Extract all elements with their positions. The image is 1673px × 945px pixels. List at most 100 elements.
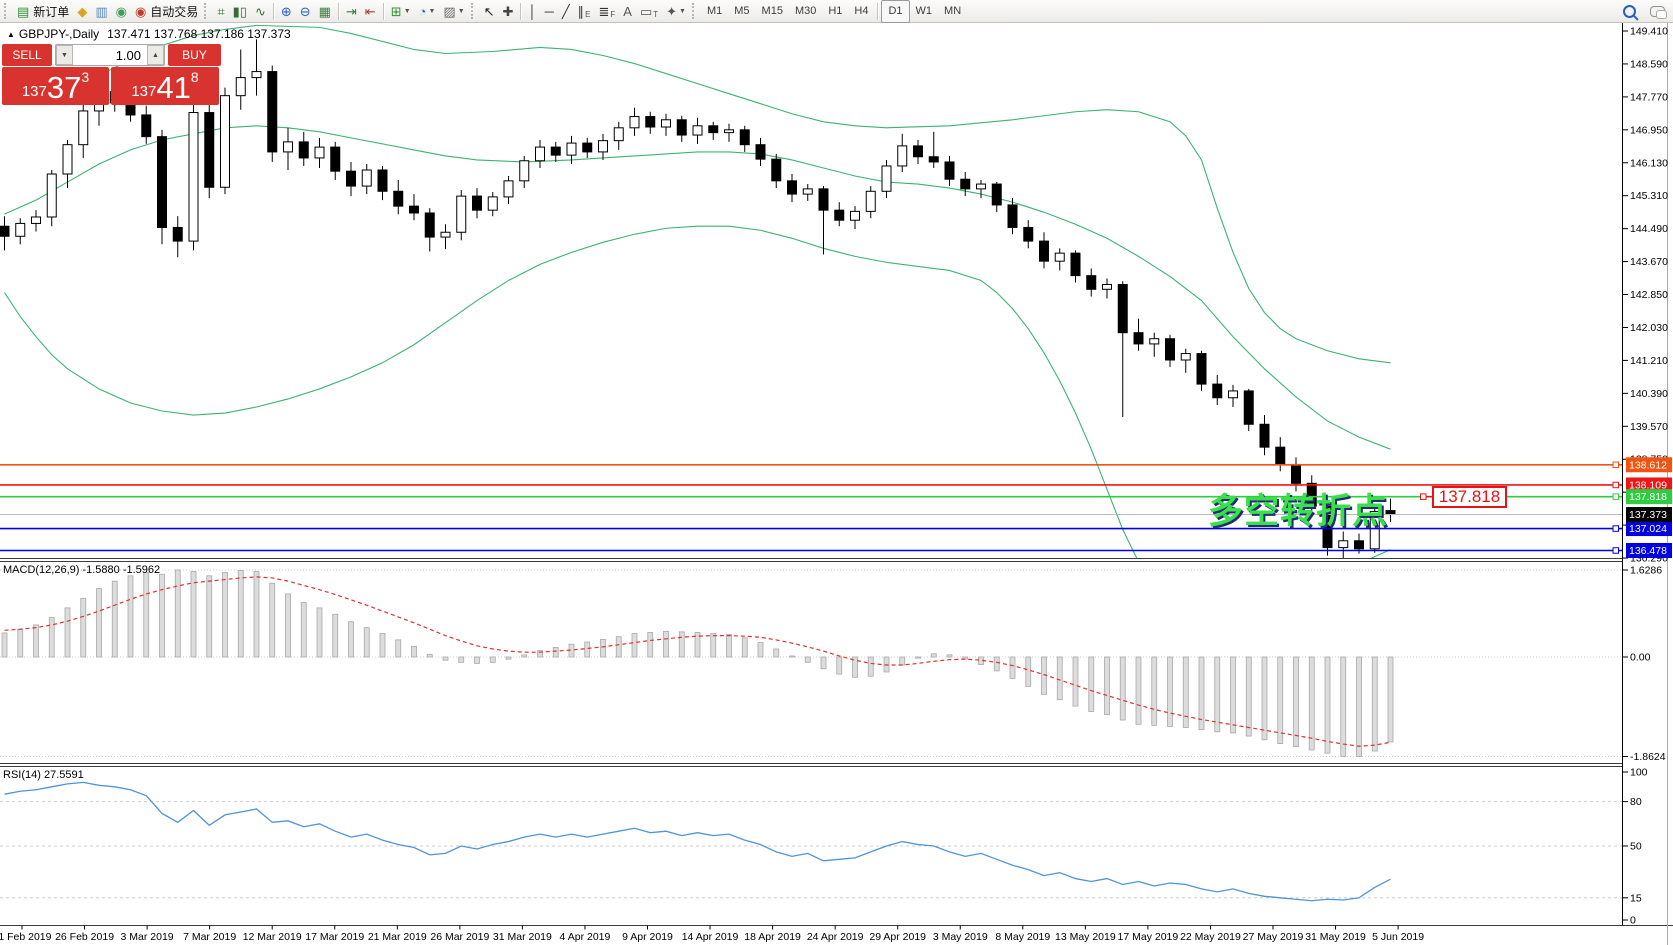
svg-text:27 May 2019: 27 May 2019 xyxy=(1243,931,1304,943)
macd-histogram-bar xyxy=(663,630,669,658)
timeframe-m5-button[interactable]: M5 xyxy=(734,5,750,17)
autotrading-button[interactable]: ◉ 自动交易 xyxy=(132,2,201,21)
macd-signal-line xyxy=(4,576,1391,747)
fibonacci-icon[interactable]: ≣ F xyxy=(595,2,618,21)
bar-chart-icon: ⌗ xyxy=(217,3,225,19)
candle xyxy=(991,183,1002,206)
trendline-icon[interactable]: ╱ xyxy=(559,2,573,21)
chart-canvas[interactable]: 149.410 148.590 147.770 146.950 146.130 145.3… xyxy=(0,23,1673,945)
macd-histogram-bar xyxy=(899,656,906,666)
timeframe-h1-button[interactable]: H1 xyxy=(828,5,843,17)
timeframe-w1-button[interactable]: W1 xyxy=(915,5,933,17)
macd-histogram-bar xyxy=(946,654,953,658)
buy-price-display[interactable]: 137 41 8 xyxy=(111,67,219,105)
price-callout-label[interactable]: 137.818 xyxy=(1432,486,1507,508)
candle xyxy=(283,141,293,153)
vertical-line-icon[interactable]: │ xyxy=(525,2,539,21)
timeframe-h4-button[interactable]: H4 xyxy=(854,5,869,17)
line-handle[interactable] xyxy=(1612,493,1619,500)
axis-price-box xyxy=(1626,477,1672,493)
line-handle[interactable] xyxy=(1612,547,1619,554)
candle xyxy=(1196,353,1207,385)
timeframe-mn-button[interactable]: MN xyxy=(944,5,962,17)
text-icon[interactable]: A xyxy=(620,2,635,21)
horizontal-line-icon[interactable]: ─ xyxy=(542,2,557,21)
candlestick-chart-icon[interactable]: ▮▯ xyxy=(230,2,250,21)
macd-histogram-bar xyxy=(521,654,528,658)
line-handle[interactable] xyxy=(1612,461,1619,469)
candle xyxy=(1023,226,1034,242)
macd-histogram-bar xyxy=(127,575,134,658)
add-indicator-icon[interactable]: ⊞ ▼ xyxy=(388,2,414,21)
templates-icon[interactable]: ▨ ▼ xyxy=(440,2,467,21)
macd-histogram-bar xyxy=(726,634,732,658)
macd-histogram-bar xyxy=(1261,656,1268,741)
candle xyxy=(881,165,892,192)
candle xyxy=(235,77,246,97)
timeframe-m15-button[interactable]: M15 xyxy=(761,5,783,17)
navigator-icon[interactable]: ◉ xyxy=(113,2,130,21)
svg-text:137.024: 137.024 xyxy=(1629,523,1667,535)
sell-button[interactable]: SELL xyxy=(2,44,52,66)
periods-icon[interactable]: ◔ ▼ xyxy=(416,2,439,21)
sell-price-pips: 37 xyxy=(46,70,82,105)
volume-decrease-button[interactable]: ▼ xyxy=(56,45,73,65)
volume-increase-button[interactable]: ▲ xyxy=(147,45,164,65)
buy-button[interactable]: BUY xyxy=(168,44,221,66)
candle xyxy=(519,160,530,182)
sell-price-display[interactable]: 137 37 3 xyxy=(2,67,109,105)
line-handle[interactable] xyxy=(1612,525,1619,532)
timeframe-d1-button[interactable]: D1 xyxy=(881,0,910,23)
zoom-out-icon[interactable]: ⊖ xyxy=(297,2,314,21)
bar-chart-icon[interactable]: ⌗ xyxy=(214,2,227,21)
candle xyxy=(960,178,971,190)
zoom-in-icon[interactable]: ⊕ xyxy=(278,2,295,21)
dropdown-caret-icon[interactable]: ▼ xyxy=(403,7,411,15)
tile-windows-icon[interactable]: ▦ xyxy=(316,2,334,21)
candle xyxy=(141,114,152,138)
price-pane[interactable] xyxy=(0,24,1623,616)
cursor-icon[interactable]: ↖ xyxy=(481,2,498,21)
macd-histogram-bar xyxy=(804,656,811,663)
dropdown-caret-icon[interactable]: ▼ xyxy=(428,7,436,15)
volume-input[interactable] xyxy=(73,45,147,65)
auto-scroll-icon[interactable]: ⇥ xyxy=(343,2,360,21)
candle xyxy=(456,195,467,233)
timeframe-m30-button[interactable]: M30 xyxy=(794,5,817,17)
equidistant-channel-icon[interactable]: ∥ E xyxy=(575,2,594,21)
line-handle[interactable] xyxy=(1612,481,1619,489)
svg-text:145.310: 145.310 xyxy=(1630,190,1668,202)
search-icon[interactable] xyxy=(1623,4,1636,18)
shapes-icon[interactable]: ✦ ▼ xyxy=(663,2,689,21)
chart-shift-icon[interactable]: ⇤ xyxy=(362,2,379,21)
macd-pane[interactable] xyxy=(0,569,1623,757)
dropdown-caret-icon[interactable]: ▼ xyxy=(679,7,686,15)
fibonacci-icon: ≣ xyxy=(598,3,610,19)
candle xyxy=(188,112,199,242)
macd-histogram-bar xyxy=(915,656,921,659)
market-watch-icon[interactable]: ◆ xyxy=(74,2,90,21)
macd-histogram-bar xyxy=(537,650,543,658)
market-watch-icon: ◆ xyxy=(77,3,88,19)
line-chart-icon[interactable]: ∿ xyxy=(252,2,269,21)
text-label-icon[interactable]: ▭ T xyxy=(637,2,661,21)
data-window-icon[interactable]: ▥ xyxy=(92,2,110,21)
candle xyxy=(298,141,309,159)
collapse-panel-icon[interactable]: ▲ xyxy=(7,30,15,39)
cursor-icon: ↖ xyxy=(483,3,495,19)
rsi-pane[interactable] xyxy=(0,781,1623,902)
dropdown-caret-icon[interactable]: ▼ xyxy=(457,7,465,15)
macd-histogram-bar xyxy=(269,582,276,658)
macd-histogram-bar xyxy=(710,633,717,658)
macd-histogram-bar xyxy=(836,656,843,675)
chat-icon[interactable] xyxy=(1650,5,1667,19)
macd-histogram-bar xyxy=(174,569,181,658)
callout-anchor-handle[interactable] xyxy=(1420,493,1427,500)
macd-histogram-bar xyxy=(237,570,244,658)
crosshair-icon[interactable]: ✚ xyxy=(500,2,517,21)
new-order-button[interactable]: ▤ 新订单 xyxy=(14,2,72,21)
toolbar: ▤ 新订单 ◆ ▥ ◉ ◉ 自动交易 ⌗ ▮▯ ∿ ⊕ ⊖ ▦ ⇥ ⇤ ⊞ ▼ ◔ ▼ ▨ ▼ ↖ ✚ │ ─ ╱ ∥ E ≣ F A ▭ T ✦… xyxy=(0,0,1673,23)
timeframe-m1-button[interactable]: M1 xyxy=(706,5,723,17)
periods-icon: ◔ xyxy=(418,3,427,19)
macd-histogram-bar xyxy=(1167,656,1173,727)
